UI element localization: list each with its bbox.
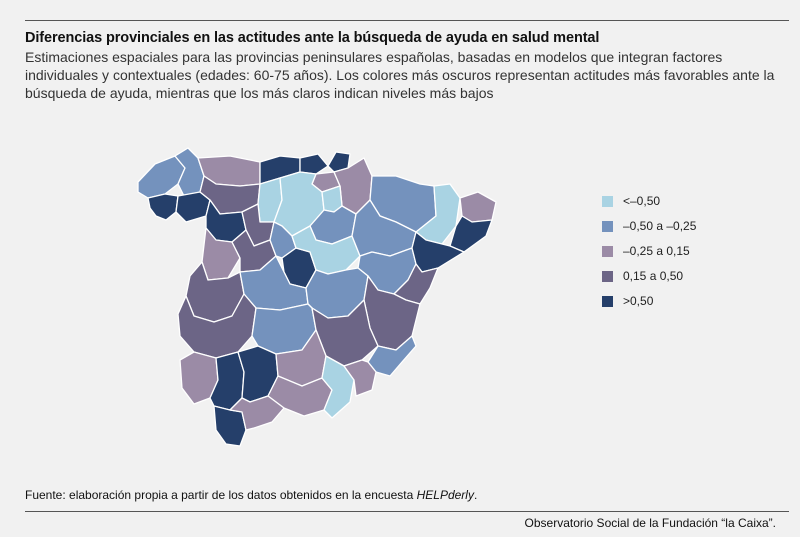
legend-item: >0,50 bbox=[602, 292, 696, 310]
legend-swatch bbox=[602, 195, 613, 207]
province-pontevedra bbox=[147, 193, 179, 221]
province-gipuzkoa bbox=[327, 151, 351, 173]
legend-swatch bbox=[602, 220, 613, 232]
legend-item: –0,50 a –0,25 bbox=[602, 217, 696, 235]
source-prefix: Fuente: elaboración propia a partir de l… bbox=[25, 488, 417, 502]
source-suffix: . bbox=[473, 488, 478, 502]
province-murcia bbox=[343, 359, 377, 397]
spain-province-map bbox=[137, 147, 497, 447]
credit-line: Observatorio Social de la Fundación “la … bbox=[524, 516, 776, 530]
province-coruna bbox=[137, 155, 186, 199]
top-rule bbox=[25, 20, 789, 21]
legend-item: –0,25 a 0,15 bbox=[602, 242, 696, 260]
legend-item: <–0,50 bbox=[602, 192, 696, 210]
chart-subtitle: Estimaciones espaciales para las provinc… bbox=[25, 49, 775, 101]
chart-title: Diferencias provinciales en las actitude… bbox=[25, 30, 600, 46]
legend-swatch bbox=[602, 270, 613, 282]
province-bizkaia bbox=[299, 153, 329, 175]
legend-swatch bbox=[602, 245, 613, 257]
legend-label: <–0,50 bbox=[623, 194, 661, 208]
province-malaga bbox=[229, 395, 285, 431]
legend-swatch bbox=[602, 295, 613, 307]
map-legend: <–0,50 –0,50 a –0,25 –0,25 a 0,15 0,15 a… bbox=[602, 192, 696, 317]
source-note: Fuente: elaboración propia a partir de l… bbox=[25, 488, 477, 502]
legend-item: 0,15 a 0,50 bbox=[602, 267, 696, 285]
legend-label: –0,25 a 0,15 bbox=[623, 244, 690, 258]
survey-name: HELPderly bbox=[416, 488, 474, 502]
province-guadalajara bbox=[291, 225, 361, 275]
legend-label: –0,50 a –0,25 bbox=[623, 219, 697, 233]
bottom-rule bbox=[25, 511, 789, 512]
legend-label: 0,15 a 0,50 bbox=[623, 269, 684, 283]
legend-label: >0,50 bbox=[623, 294, 654, 308]
